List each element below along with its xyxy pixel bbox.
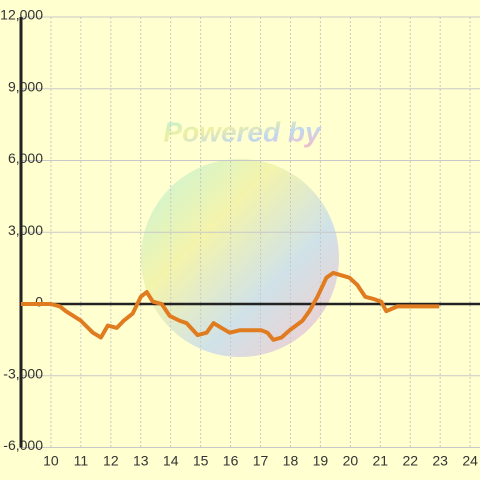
x-tick-label: 15: [193, 453, 209, 469]
x-tick-label: 16: [223, 453, 239, 469]
y-tick-label: 12,000: [0, 7, 43, 23]
y-tick-label: 6,000: [8, 150, 43, 166]
watermark-logo: [141, 159, 339, 357]
x-tick-label: 14: [163, 453, 179, 469]
watermark: Powered by: [163, 116, 322, 147]
data-line: [21, 270, 440, 342]
x-tick-label: 17: [253, 453, 269, 469]
x-tick-label: 11: [74, 453, 89, 469]
x-tick-label: 10: [43, 453, 59, 469]
y-tick-label: -3,000: [3, 365, 43, 381]
x-tick-label: 24: [462, 453, 478, 469]
x-tick-label: 18: [283, 453, 299, 469]
x-tick-label: 20: [343, 453, 359, 469]
y-tick-label: 3,000: [8, 222, 43, 238]
x-tick-label: 21: [373, 453, 389, 469]
x-tick-label: 23: [432, 453, 448, 469]
x-tick-label: 13: [133, 453, 149, 469]
y-tick-label: 9,000: [8, 78, 43, 94]
x-tick-label: 12: [103, 453, 119, 469]
y-tick-label: 0: [35, 294, 43, 310]
y-tick-label: -6,000: [3, 437, 43, 453]
x-tick-label: 19: [313, 453, 329, 469]
x-tick-label: 22: [402, 453, 418, 469]
